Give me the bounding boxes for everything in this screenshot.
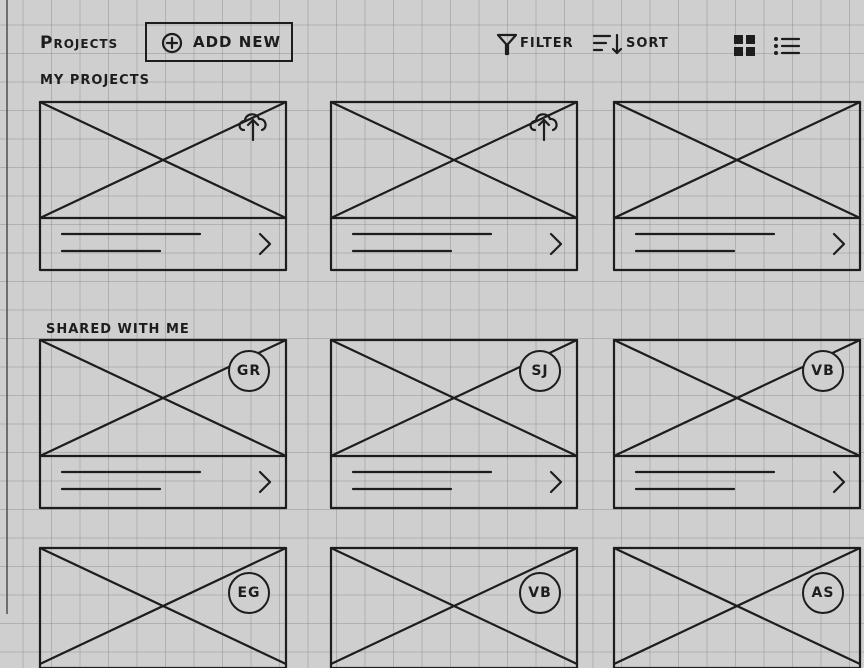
shared-project-card[interactable]: SJ [329,338,579,510]
list-view-icon [774,37,801,55]
grid-view-icon [734,35,755,56]
filter-funnel-icon [496,33,518,56]
filter-button[interactable]: FILTER [496,32,574,56]
cloud-upload-icon [529,113,558,142]
image-placeholder-icon [38,100,288,220]
project-card-wireframe [329,100,579,272]
card-frame [612,100,862,272]
notebook-margin-line [6,0,8,614]
card-frame [329,546,579,668]
shared-project-card[interactable]: VB [612,338,862,510]
project-card-wireframe [38,100,288,272]
card-frame [38,546,288,668]
owner-avatar: GR [228,350,270,392]
card-frame [329,338,579,510]
image-placeholder-icon [612,100,862,220]
owner-avatar: VB [519,572,561,614]
my-project-card[interactable] [38,100,288,272]
cloud-upload-icon [238,113,267,142]
shared-project-card[interactable]: EG [38,546,288,668]
page-title: Projects [40,33,119,53]
owner-avatar: SJ [519,350,561,392]
shared-project-card[interactable]: AS [612,546,862,668]
my-project-card[interactable] [612,100,862,272]
add-new-label: ADD NEW [193,33,282,51]
list-view-toggle[interactable] [773,36,801,56]
project-card-wireframe [612,100,862,272]
shared-project-card[interactable]: VB [329,546,579,668]
chevron-right-icon [258,232,272,256]
my-project-card[interactable] [329,100,579,272]
chevron-right-icon [549,232,563,256]
grid-view-toggle[interactable] [733,34,757,58]
shared-project-card[interactable]: GR [38,338,288,510]
card-frame [38,338,288,510]
chevron-right-icon [549,470,563,494]
sort-button[interactable]: SORT [592,32,678,56]
filter-label: FILTER [520,36,574,51]
card-frame [612,546,862,668]
sort-label: SORT [626,36,669,51]
owner-avatar: AS [802,572,844,614]
add-new-button[interactable]: ADD NEW [145,22,293,62]
card-frame [612,338,862,510]
chevron-right-icon [832,470,846,494]
owner-avatar: EG [228,572,270,614]
section-label-my-projects: MY PROJECTS [40,73,150,88]
image-placeholder-icon [329,100,579,220]
chevron-right-icon [258,470,272,494]
card-frame [38,100,288,272]
plus-circle-icon [161,32,183,54]
card-frame [329,100,579,272]
sort-icon [592,33,623,55]
chevron-right-icon [832,232,846,256]
section-label-shared-with-me: SHARED WITH ME [46,322,190,337]
project-card-wireframe [38,338,288,510]
owner-avatar: VB [802,350,844,392]
